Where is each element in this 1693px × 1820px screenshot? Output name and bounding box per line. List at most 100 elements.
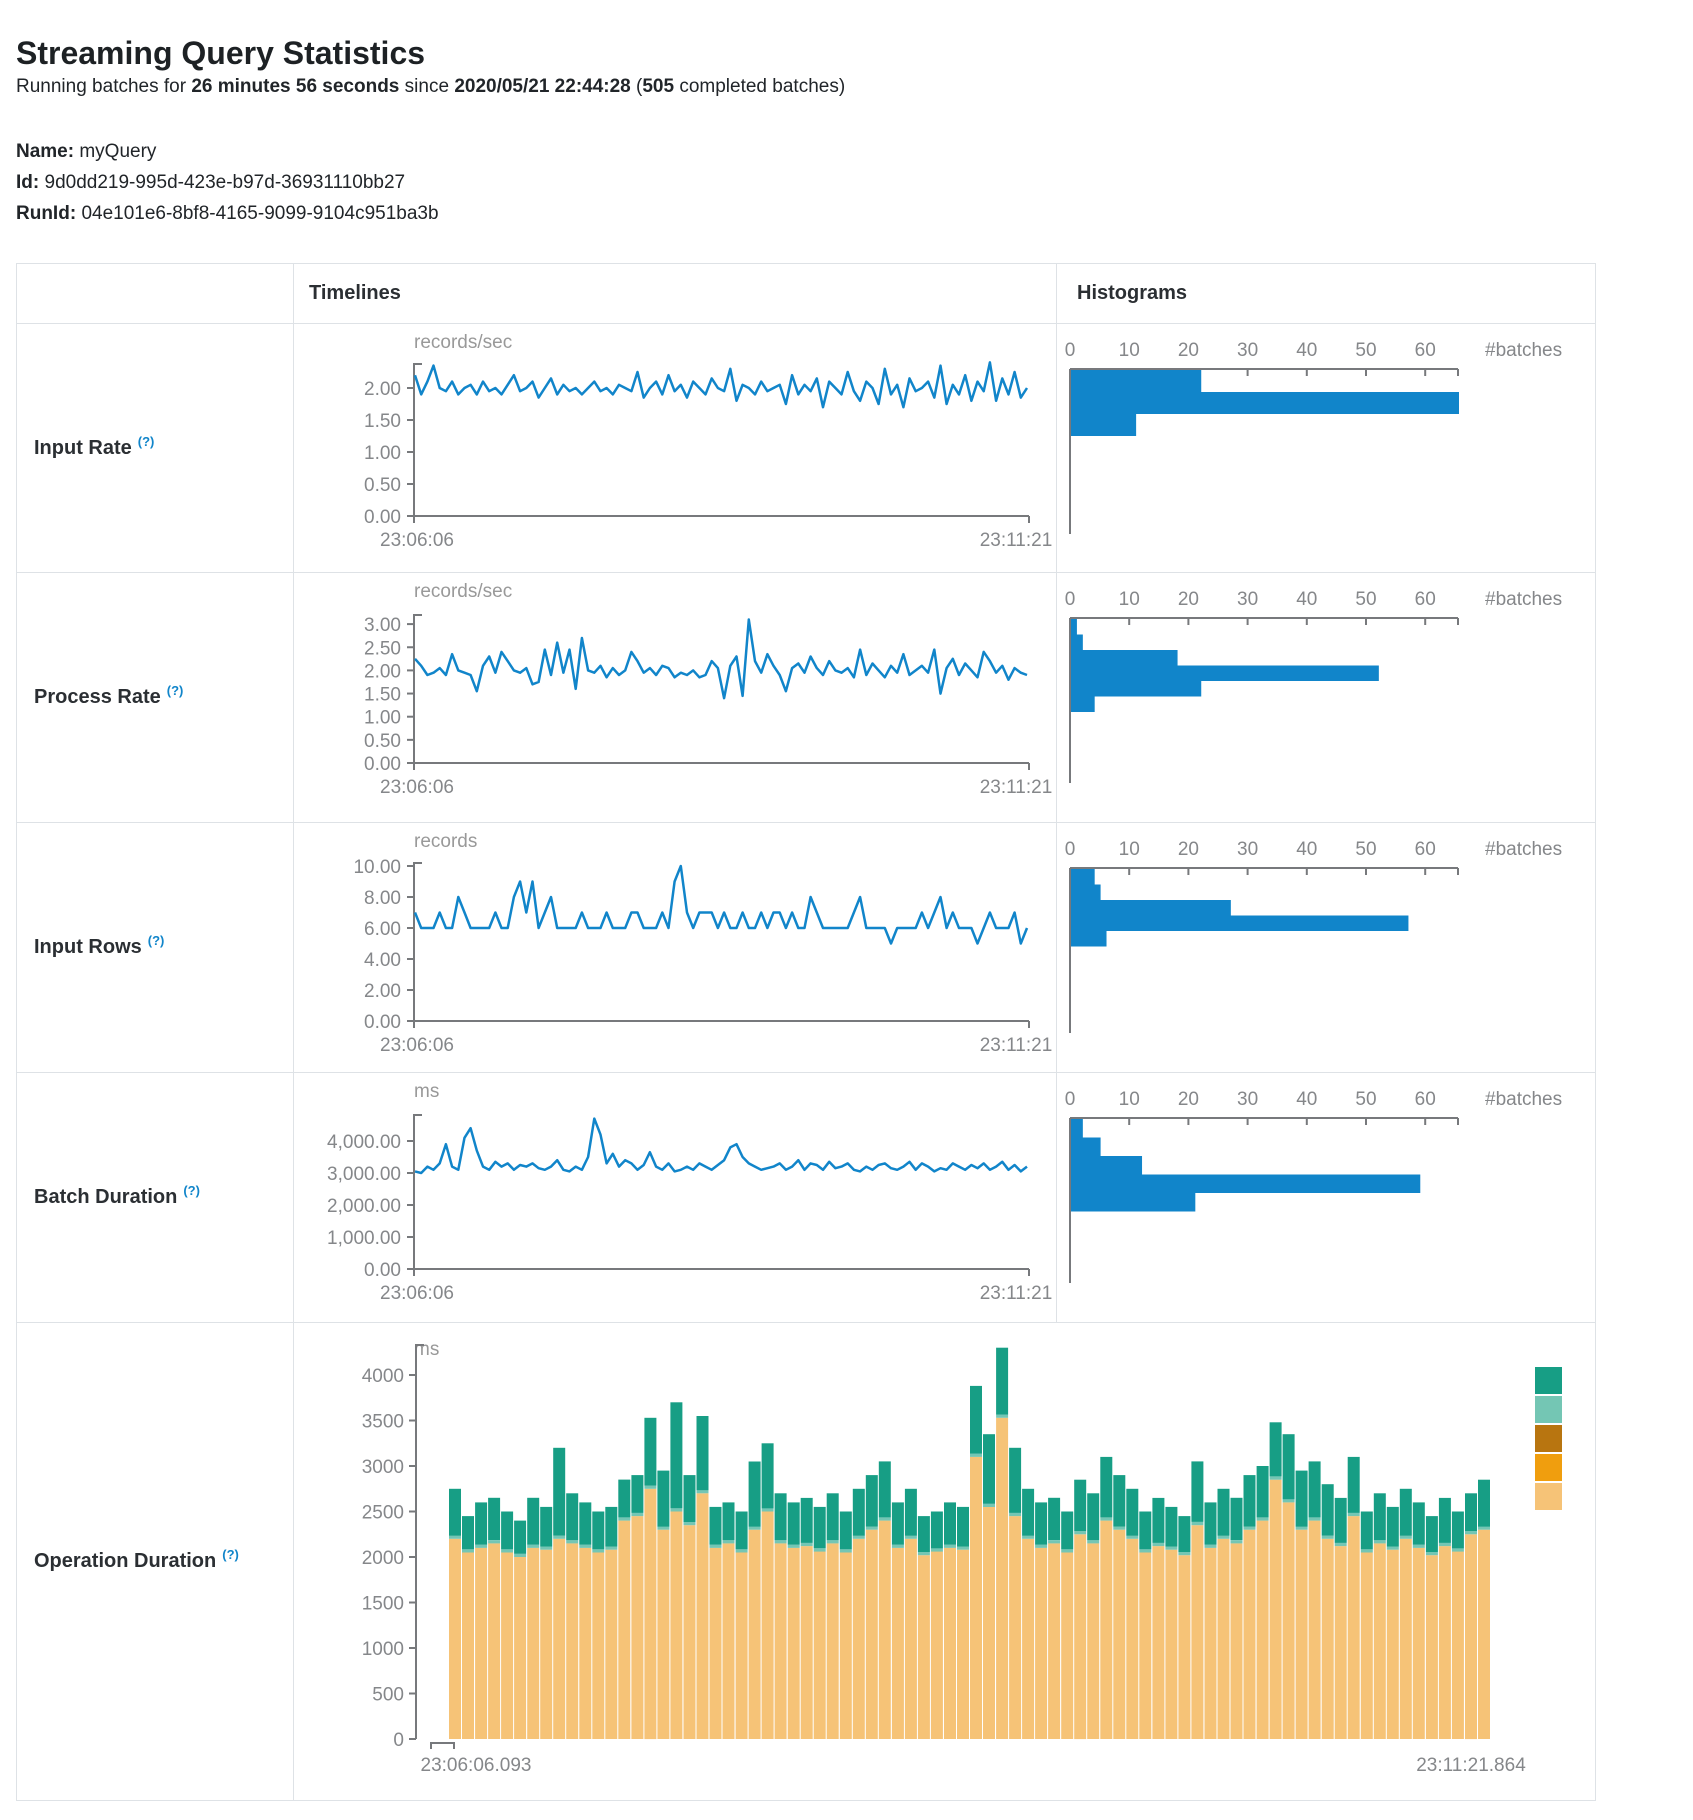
svg-text:500: 500 [372, 1685, 404, 1706]
input-rate-histogram-chart: 0 10 20 30 40 50 60 #batches [1057, 324, 1596, 573]
svg-text:23:11:21: 23:11:21 [980, 777, 1053, 798]
svg-text:23:06:06.093: 23:06:06.093 [421, 1755, 532, 1776]
operation-duration-stacked-chart: ms 4000 3500 3000 2500 2000 1500 1000 500 0 23:06:… [294, 1323, 1596, 1801]
svg-text:23:11:21.864: 23:11:21.864 [1416, 1755, 1526, 1776]
svg-text:2.00: 2.00 [364, 981, 401, 1002]
row-label-operation-duration: Operation Duration (?) [17, 1323, 294, 1801]
summary-suffix: completed batches) [674, 76, 846, 97]
input-rows-timeline-chart: records 10.00 8.00 6.00 4.00 2.00 0.00 23:06:06… [294, 823, 1057, 1073]
input-rate-help-icon[interactable]: (?) [137, 433, 155, 449]
svg-text:23:11:21: 23:11:21 [980, 530, 1053, 551]
summary-since: since [399, 76, 455, 97]
svg-text:0.00: 0.00 [364, 1260, 401, 1281]
svg-text:1000: 1000 [362, 1639, 404, 1660]
svg-text:0: 0 [1065, 1089, 1076, 1110]
svg-text:1,000.00: 1,000.00 [327, 1228, 401, 1249]
query-id-label: Id: [16, 172, 40, 193]
operation-duration-label: Operation Duration [34, 1550, 217, 1572]
summary-duration: 26 minutes 56 seconds [191, 76, 400, 97]
svg-text:0: 0 [393, 1730, 404, 1751]
input-rate-timeline-chart: records/sec 2.00 1.50 1.00 0.50 0.00 23:06:06 2… [294, 324, 1057, 573]
summary-start-time: 2020/05/21 22:44:28 [454, 76, 631, 97]
batch-duration-label: Batch Duration [34, 1186, 178, 1208]
operation-duration-help-icon[interactable]: (?) [222, 1547, 239, 1562]
svg-text:60: 60 [1415, 1089, 1436, 1110]
input-rate-label: Input Rate [34, 436, 132, 459]
svg-text:23:11:21: 23:11:21 [980, 1283, 1053, 1304]
svg-text:2,000.00: 2,000.00 [327, 1196, 401, 1217]
svg-text:23:11:21: 23:11:21 [980, 1035, 1053, 1056]
svg-text:records/sec: records/sec [414, 581, 512, 602]
summary-prefix: Running batches for [16, 76, 192, 97]
svg-text:1.00: 1.00 [364, 708, 401, 729]
svg-text:2.00: 2.00 [364, 379, 401, 400]
svg-text:23:06:06: 23:06:06 [380, 530, 454, 551]
svg-text:60: 60 [1415, 340, 1436, 361]
corner-header-cell [17, 264, 294, 324]
process-rate-help-icon[interactable]: (?) [166, 683, 184, 698]
svg-text:10.00: 10.00 [353, 857, 401, 878]
query-meta: Name: myQuery Id: 9d0dd219-995d-423e-b97… [16, 136, 439, 229]
svg-text:20: 20 [1178, 340, 1199, 361]
svg-text:3000: 3000 [362, 1457, 404, 1478]
svg-text:4.00: 4.00 [364, 950, 401, 971]
input-rows-label: Input Rows [34, 936, 142, 958]
svg-text:50: 50 [1355, 589, 1376, 610]
svg-text:0: 0 [1065, 340, 1076, 361]
svg-text:30: 30 [1237, 340, 1258, 361]
row-label-input-rate: Input Rate (?) [17, 324, 294, 573]
svg-text:0.00: 0.00 [364, 507, 401, 528]
summary-paren: ( [630, 76, 643, 97]
svg-text:50: 50 [1355, 1089, 1376, 1110]
svg-text:3,000.00: 3,000.00 [327, 1164, 401, 1185]
svg-text:23:06:06: 23:06:06 [380, 1283, 454, 1304]
svg-text:30: 30 [1237, 839, 1258, 860]
svg-text:50: 50 [1355, 839, 1376, 860]
svg-text:2000: 2000 [362, 1548, 404, 1569]
input-rows-histogram-chart: 0 10 20 30 40 50 60 #batches [1057, 823, 1596, 1073]
svg-text:records/sec: records/sec [414, 332, 512, 353]
histograms-column-header: Histograms [1057, 264, 1596, 324]
batch-duration-histogram-chart: 0 10 20 30 40 50 60 #batches [1057, 1073, 1596, 1323]
timelines-column-header: Timelines [294, 264, 1057, 324]
process-rate-histogram-chart: 0 10 20 30 40 50 60 #batches [1057, 573, 1596, 823]
row-label-process-rate: Process Rate (?) [17, 573, 294, 823]
svg-text:40: 40 [1296, 589, 1317, 610]
svg-text:60: 60 [1415, 839, 1436, 860]
svg-text:0: 0 [1065, 839, 1076, 860]
svg-text:0.00: 0.00 [364, 1012, 401, 1033]
svg-text:0.50: 0.50 [364, 731, 401, 752]
process-rate-timeline-chart: records/sec 3.00 2.50 2.00 1.50 1.00 0.50 0.00 2… [294, 573, 1057, 823]
svg-text:20: 20 [1178, 589, 1199, 610]
svg-text:#batches: #batches [1485, 340, 1562, 361]
svg-text:40: 40 [1296, 839, 1317, 860]
svg-text:3.00: 3.00 [364, 615, 401, 636]
input-rows-help-icon[interactable]: (?) [147, 933, 165, 948]
svg-text:20: 20 [1178, 839, 1199, 860]
svg-text:0.00: 0.00 [364, 754, 401, 775]
svg-text:2500: 2500 [362, 1503, 404, 1524]
svg-text:0.50: 0.50 [364, 475, 401, 496]
svg-text:3500: 3500 [362, 1412, 404, 1433]
svg-text:1.00: 1.00 [364, 443, 401, 464]
svg-text:40: 40 [1296, 340, 1317, 361]
svg-text:0: 0 [1065, 589, 1076, 610]
legend-light-teal-swatch [1535, 1396, 1562, 1423]
svg-text:30: 30 [1237, 589, 1258, 610]
page-title: Streaming Query Statistics [16, 35, 426, 72]
query-name-label: Name: [16, 141, 75, 162]
batch-duration-help-icon[interactable]: (?) [183, 1183, 200, 1198]
query-name-line: Name: myQuery [16, 136, 439, 167]
svg-text:1.50: 1.50 [364, 685, 401, 706]
svg-text:4,000.00: 4,000.00 [327, 1132, 401, 1153]
row-label-input-rows: Input Rows (?) [17, 823, 294, 1073]
svg-text:10: 10 [1119, 340, 1140, 361]
row-label-batch-duration: Batch Duration (?) [17, 1073, 294, 1323]
svg-text:10: 10 [1119, 839, 1140, 860]
svg-text:records: records [414, 831, 477, 852]
svg-text:#batches: #batches [1485, 589, 1562, 610]
svg-text:60: 60 [1415, 589, 1436, 610]
svg-text:20: 20 [1178, 1089, 1199, 1110]
svg-text:23:06:06: 23:06:06 [380, 777, 454, 798]
